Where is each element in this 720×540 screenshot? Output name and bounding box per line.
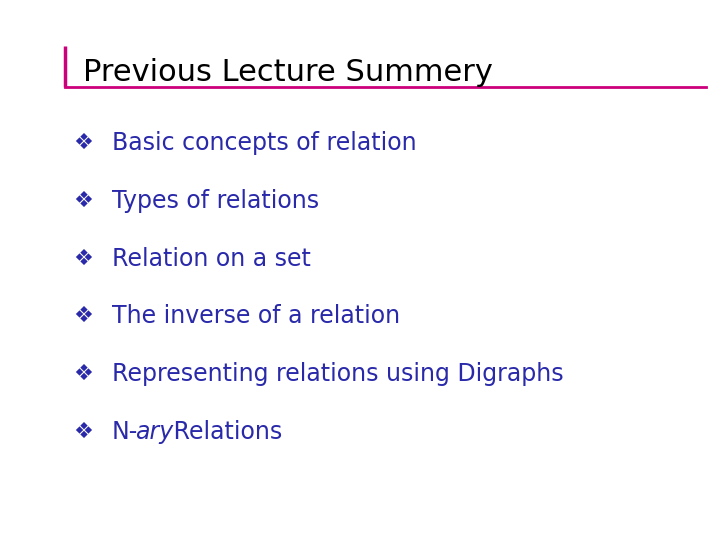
Text: ❖: ❖ — [73, 133, 93, 153]
Text: ary: ary — [135, 420, 173, 444]
Text: Previous Lecture Summery: Previous Lecture Summery — [83, 58, 492, 87]
Text: Relation on a set: Relation on a set — [112, 247, 310, 271]
Text: Representing relations using Digraphs: Representing relations using Digraphs — [112, 362, 563, 386]
Text: N-: N- — [112, 420, 138, 444]
Text: The inverse of a relation: The inverse of a relation — [112, 305, 400, 328]
Text: Types of relations: Types of relations — [112, 189, 319, 213]
Text: ❖: ❖ — [73, 248, 93, 269]
Text: ❖: ❖ — [73, 422, 93, 442]
Text: ❖: ❖ — [73, 364, 93, 384]
Text: Relations: Relations — [166, 420, 282, 444]
Text: ❖: ❖ — [73, 306, 93, 327]
Text: Basic concepts of relation: Basic concepts of relation — [112, 131, 416, 155]
Text: ❖: ❖ — [73, 191, 93, 211]
